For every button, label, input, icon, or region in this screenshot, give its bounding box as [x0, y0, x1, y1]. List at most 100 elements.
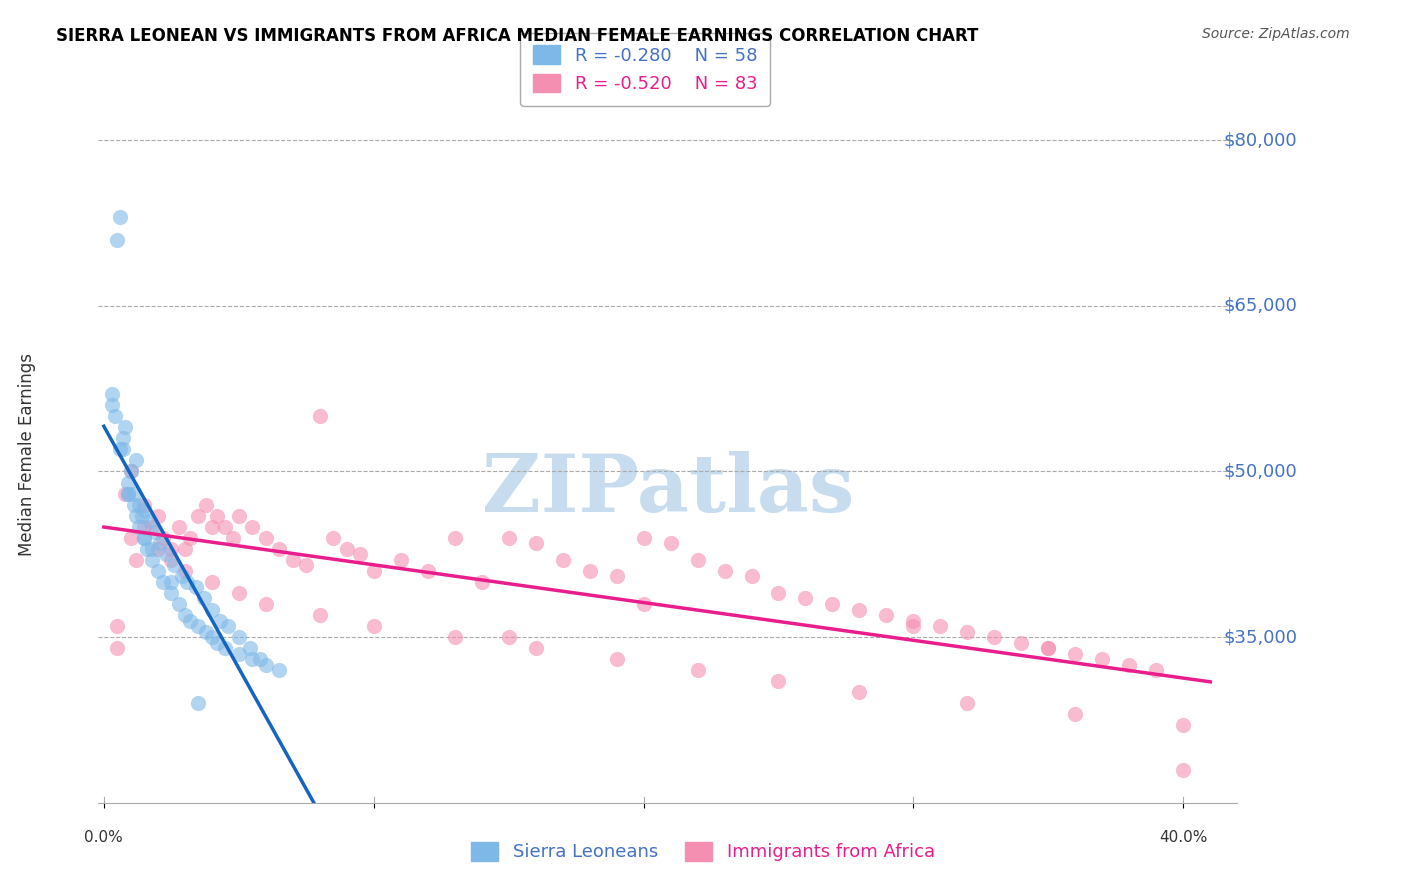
Point	[249, 652, 271, 666]
Point	[498, 630, 520, 644]
Point	[254, 657, 277, 672]
Point	[633, 531, 655, 545]
Point	[768, 586, 790, 600]
Point	[238, 641, 260, 656]
Point	[269, 541, 291, 556]
Point	[173, 541, 195, 556]
Point	[606, 652, 628, 666]
Point	[214, 641, 236, 656]
Point	[125, 508, 148, 523]
Point	[524, 536, 547, 550]
Point	[606, 569, 628, 583]
Point	[111, 442, 134, 457]
Point	[713, 564, 735, 578]
Point	[524, 641, 547, 656]
Point	[114, 486, 136, 500]
Point	[179, 614, 201, 628]
Point	[1038, 641, 1060, 656]
Point	[101, 398, 124, 412]
Point	[322, 531, 344, 545]
Point	[240, 519, 263, 533]
Text: SIERRA LEONEAN VS IMMIGRANTS FROM AFRICA MEDIAN FEMALE EARNINGS CORRELATION CHAR: SIERRA LEONEAN VS IMMIGRANTS FROM AFRICA…	[56, 27, 979, 45]
Point	[443, 630, 465, 644]
Text: Source: ZipAtlas.com: Source: ZipAtlas.com	[1202, 27, 1350, 41]
Point	[903, 619, 925, 633]
Point	[187, 508, 209, 523]
Point	[152, 574, 174, 589]
Point	[173, 608, 195, 623]
Point	[1064, 707, 1087, 722]
Point	[240, 652, 263, 666]
Point	[134, 531, 156, 545]
Point	[201, 519, 224, 533]
Point	[1144, 663, 1167, 677]
Point	[179, 531, 201, 545]
Point	[228, 586, 250, 600]
Text: $65,000: $65,000	[1223, 297, 1298, 315]
Text: $35,000: $35,000	[1223, 628, 1298, 646]
Point	[138, 514, 160, 528]
Point	[134, 503, 156, 517]
Point	[117, 486, 139, 500]
Point	[228, 630, 250, 644]
Point	[443, 531, 465, 545]
Point	[201, 602, 224, 616]
Point	[187, 697, 209, 711]
Point	[195, 624, 218, 639]
Point	[578, 564, 600, 578]
Legend: Sierra Leoneans, Immigrants from Africa: Sierra Leoneans, Immigrants from Africa	[458, 830, 948, 874]
Point	[169, 597, 191, 611]
Point	[205, 508, 228, 523]
Point	[1118, 657, 1140, 672]
Point	[172, 569, 194, 583]
Point	[136, 541, 159, 556]
Text: 0.0%: 0.0%	[84, 830, 124, 846]
Point	[254, 597, 277, 611]
Point	[201, 574, 224, 589]
Point	[929, 619, 952, 633]
Point	[498, 531, 520, 545]
Point	[117, 475, 139, 490]
Point	[125, 553, 148, 567]
Point	[983, 630, 1005, 644]
Point	[120, 465, 142, 479]
Point	[295, 558, 318, 573]
Point	[141, 519, 163, 533]
Point	[108, 211, 131, 225]
Point	[551, 553, 574, 567]
Point	[117, 486, 139, 500]
Point	[176, 574, 198, 589]
Text: Median Female Earnings: Median Female Earnings	[18, 353, 35, 557]
Point	[160, 553, 183, 567]
Point	[122, 498, 145, 512]
Point	[848, 602, 870, 616]
Point	[1173, 718, 1195, 732]
Point	[254, 531, 277, 545]
Point	[768, 674, 790, 689]
Point	[416, 564, 439, 578]
Point	[1091, 652, 1114, 666]
Point	[686, 663, 709, 677]
Point	[160, 541, 183, 556]
Point	[155, 547, 177, 561]
Point	[131, 508, 153, 523]
Point	[228, 647, 250, 661]
Point	[903, 614, 925, 628]
Legend: R = -0.280    N = 58, R = -0.520    N = 83: R = -0.280 N = 58, R = -0.520 N = 83	[520, 33, 770, 105]
Point	[134, 531, 156, 545]
Text: 40.0%: 40.0%	[1159, 830, 1208, 846]
Point	[308, 608, 330, 623]
Point	[217, 619, 239, 633]
Point	[105, 641, 128, 656]
Point	[1064, 647, 1087, 661]
Point	[848, 685, 870, 699]
Point	[195, 498, 218, 512]
Point	[659, 536, 682, 550]
Point	[187, 619, 209, 633]
Point	[269, 663, 291, 677]
Point	[134, 498, 156, 512]
Point	[163, 558, 186, 573]
Point	[208, 614, 231, 628]
Point	[1010, 635, 1032, 649]
Point	[114, 420, 136, 434]
